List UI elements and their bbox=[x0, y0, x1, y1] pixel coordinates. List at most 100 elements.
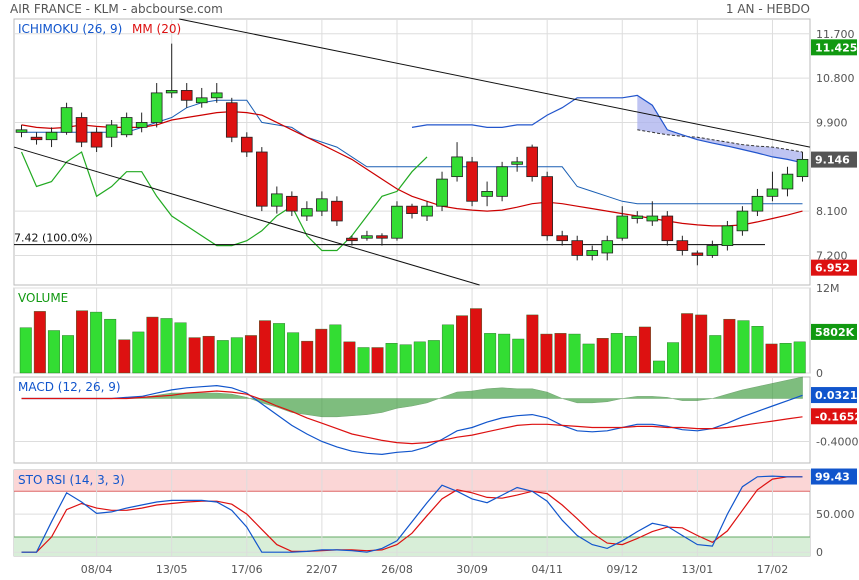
volume-bar bbox=[301, 340, 314, 374]
volume-bar bbox=[709, 335, 722, 374]
candle bbox=[105, 119, 118, 148]
candle-body-up bbox=[481, 191, 493, 197]
volume-bar bbox=[90, 311, 103, 374]
value-badge-label: 0.0321 bbox=[815, 389, 857, 402]
candle-body-up bbox=[451, 156, 463, 178]
candle-body-down bbox=[30, 136, 43, 141]
candle-body-down bbox=[90, 131, 103, 148]
value-badge-label: 6.952 bbox=[815, 262, 850, 275]
candle bbox=[45, 127, 58, 148]
volume-bar bbox=[188, 337, 201, 374]
candle bbox=[691, 250, 704, 266]
candle-body-up bbox=[586, 250, 599, 256]
value-badge-label: 99.43 bbox=[815, 471, 850, 484]
cloud-lower-line bbox=[637, 129, 803, 153]
volume-bar bbox=[118, 339, 131, 374]
candle bbox=[210, 83, 223, 103]
candle bbox=[481, 181, 493, 207]
candle-body-up bbox=[646, 215, 659, 222]
volume-bar bbox=[259, 320, 271, 374]
candle bbox=[301, 201, 313, 221]
candle-body-down bbox=[526, 146, 538, 178]
candle-body-up bbox=[421, 205, 433, 217]
candle bbox=[256, 147, 268, 212]
candle-body-up bbox=[436, 178, 448, 207]
candle bbox=[60, 102, 73, 135]
candle bbox=[376, 233, 388, 246]
volume-bar bbox=[484, 333, 497, 374]
candle-body-up bbox=[391, 205, 403, 239]
ichimoku-cloud bbox=[637, 95, 803, 163]
candle bbox=[271, 186, 283, 214]
volume-bar bbox=[104, 318, 117, 374]
candle-body-up bbox=[511, 161, 523, 165]
value-badge-label: -0.1652 bbox=[815, 410, 859, 423]
macd-histogram bbox=[21, 376, 803, 418]
candle-body-down bbox=[240, 136, 253, 153]
volume-bar bbox=[554, 333, 567, 374]
sto-rsi-title: STO RSI (14, 3, 3) bbox=[18, 473, 125, 487]
value-badge-bg bbox=[811, 39, 857, 56]
volume-title: VOLUME bbox=[18, 291, 68, 305]
candle bbox=[406, 203, 418, 219]
y-tick-label: -0.4000 bbox=[816, 436, 858, 449]
candle-body-up bbox=[60, 107, 73, 133]
y-tick-label: 8.100 bbox=[816, 205, 848, 218]
value-badge-label: 5802K bbox=[815, 326, 855, 339]
x-tick-label: 30/09 bbox=[456, 563, 488, 576]
candle bbox=[316, 191, 328, 217]
candle-body-up bbox=[165, 90, 178, 94]
candle-body-up bbox=[706, 245, 719, 256]
candle-body-down bbox=[556, 235, 568, 242]
volume-bar bbox=[174, 322, 187, 374]
candle-body-up bbox=[796, 158, 809, 178]
candle bbox=[571, 235, 584, 261]
candle-body-down bbox=[676, 240, 689, 251]
y-tick-label: 0 bbox=[816, 367, 823, 380]
volume-bar bbox=[737, 320, 750, 374]
candle-body-down bbox=[256, 151, 268, 207]
candle bbox=[75, 112, 88, 148]
volume-bar bbox=[540, 333, 553, 374]
volume-bar bbox=[230, 337, 243, 374]
volume-bar bbox=[667, 342, 680, 374]
candle-body-down bbox=[286, 195, 298, 212]
candle bbox=[120, 112, 133, 138]
candle bbox=[721, 220, 734, 251]
candle-body-up bbox=[15, 129, 28, 133]
candle bbox=[541, 171, 553, 241]
volume-bar bbox=[160, 318, 173, 374]
candle bbox=[286, 191, 298, 217]
volume-bar bbox=[315, 328, 328, 374]
indicator-title: ICHIMOKU (26, 9) bbox=[18, 22, 122, 36]
macd-title: MACD (12, 26, 9) bbox=[18, 380, 121, 394]
value-badge: 11.425 bbox=[811, 39, 857, 56]
candle-body-up bbox=[721, 225, 734, 246]
senkou-line bbox=[411, 94, 803, 164]
candle bbox=[225, 97, 238, 143]
candle-body-down bbox=[180, 90, 193, 101]
volume-bar bbox=[695, 314, 708, 374]
candle-body-up bbox=[751, 195, 764, 212]
volume-bar bbox=[653, 360, 665, 374]
candle-body-up bbox=[496, 166, 508, 197]
volume-bar bbox=[132, 331, 145, 374]
y-tick-label: 10.800 bbox=[816, 72, 855, 85]
candle-body-up bbox=[316, 198, 328, 212]
volume-bar bbox=[62, 335, 74, 374]
candle bbox=[466, 156, 478, 207]
volume-bar bbox=[385, 343, 398, 374]
candle-body-down bbox=[75, 117, 88, 143]
value-badge: 6.952 bbox=[811, 259, 857, 276]
candle bbox=[631, 211, 644, 224]
candle-body-down bbox=[331, 200, 343, 222]
x-tick-label: 17/06 bbox=[231, 563, 263, 576]
candle-body-up bbox=[210, 92, 223, 99]
volume-bar bbox=[202, 335, 215, 374]
y-tick-label: 12M bbox=[816, 282, 840, 295]
candle-body-down bbox=[661, 215, 674, 242]
candle-body-down bbox=[225, 102, 238, 138]
chart-title: AIR FRANCE - KLM - abcbourse.com bbox=[10, 2, 223, 16]
candle bbox=[391, 201, 403, 241]
candle bbox=[135, 112, 148, 133]
